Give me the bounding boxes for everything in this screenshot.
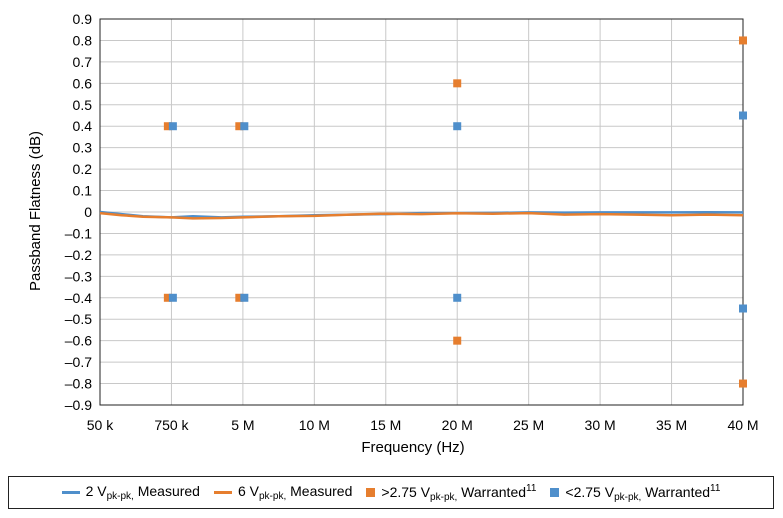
legend-subscript: pk-pk,	[430, 491, 458, 503]
data-point-marker	[739, 379, 747, 388]
y-tick-label: 0.4	[73, 118, 93, 134]
x-tick-label: 50 k	[87, 417, 114, 433]
data-point-marker	[168, 293, 177, 302]
data-point-marker	[240, 122, 249, 131]
x-tick-label: 30 M	[585, 417, 616, 433]
series-lines	[99, 210, 744, 220]
x-axis-label: Frequency (Hz)	[361, 439, 464, 456]
legend-text: 6 V	[237, 483, 259, 499]
x-tick-label: 10 M	[299, 417, 330, 433]
y-tick-label: –0.9	[65, 397, 92, 413]
legend-item-6v-measured: 6 Vpk-pk, Measured	[213, 483, 353, 502]
tick-labels: 0.9 0.8 0.7 0.6 0.5 0.4 0.3 0.2 0.1 0 –0.1 –0.2 –0.3…	[65, 11, 759, 433]
legend-subscript: pk-pk,	[614, 491, 642, 503]
data-point-marker	[739, 36, 747, 45]
data-point-marker	[739, 111, 747, 120]
legend-text-rest: Measured	[133, 483, 200, 499]
y-axis-label: Passband Flatness (dB)	[27, 131, 44, 291]
legend-text-rest: Warranted	[641, 483, 711, 500]
legend-swatch-orange-line	[213, 491, 232, 494]
y-tick-label: 0	[84, 204, 92, 220]
legend-text: 2 V	[85, 483, 107, 499]
y-tick-label: –0.7	[65, 354, 92, 370]
data-point-marker	[453, 293, 462, 302]
legend-text: >2.75 V	[381, 483, 431, 500]
y-tick-label: –0.8	[65, 376, 92, 392]
legend-footnote: 11	[710, 482, 721, 494]
x-tick-label: 15 M	[370, 417, 401, 433]
y-tick-label: 0.5	[73, 97, 93, 113]
x-tick-label: 40 M	[727, 417, 758, 433]
data-point-marker	[235, 293, 244, 302]
data-point-marker	[163, 122, 172, 131]
series-line-1	[99, 211, 744, 220]
data-point-marker	[235, 122, 244, 131]
data-point-marker	[453, 336, 462, 345]
legend-subscript: pk-pk,	[259, 491, 287, 502]
legend-text-rest: Warranted	[457, 483, 527, 500]
x-tick-label: 25 M	[513, 417, 544, 433]
y-tick-label: 0.7	[73, 54, 93, 70]
chart: 0.9 0.8 0.7 0.6 0.5 0.4 0.3 0.2 0.1 0 –0.1 –0.2 –0.3…	[27, 11, 759, 456]
y-tick-label: 0.6	[73, 75, 93, 91]
y-tick-label: –0.1	[65, 225, 92, 241]
y-tick-label: 0.3	[73, 140, 93, 156]
y-tick-label: 0.2	[73, 161, 93, 177]
y-tick-label: –0.3	[65, 268, 92, 284]
y-tick-label: –0.2	[65, 247, 92, 263]
y-tick-label: 0.1	[73, 183, 93, 199]
data-point-marker	[453, 122, 462, 131]
legend-swatch-orange-square	[366, 488, 376, 497]
x-tick-label: 20 M	[442, 417, 473, 433]
y-tick-label: –0.5	[65, 311, 92, 327]
x-tick-label: 35 M	[656, 417, 687, 433]
legend: 2 Vpk-pk, Measured 6 Vpk-pk, Measured >2…	[8, 476, 774, 509]
data-point-marker	[240, 293, 249, 302]
data-point-marker	[168, 122, 177, 131]
legend-swatch-blue-line	[61, 491, 80, 494]
legend-item-2v-measured: 2 Vpk-pk, Measured	[61, 483, 200, 502]
data-point-marker	[453, 79, 462, 88]
x-tick-label: 5 M	[231, 417, 254, 433]
y-tick-label: –0.4	[65, 290, 92, 306]
legend-item-gt275-warranted: >2.75 Vpk-pk, Warranted11	[366, 483, 536, 503]
legend-subscript: pk-pk,	[106, 491, 134, 502]
legend-text-rest: Measured	[286, 483, 353, 499]
data-point-marker	[163, 293, 172, 302]
y-tick-label: 0.9	[73, 11, 93, 27]
legend-swatch-blue-square	[550, 488, 560, 497]
legend-footnote: 11	[526, 482, 537, 494]
legend-item-lt275-warranted: <2.75 Vpk-pk, Warranted11	[550, 483, 720, 503]
data-point-marker	[739, 304, 747, 313]
series-markers	[163, 36, 747, 388]
y-tick-label: 0.8	[73, 32, 93, 48]
y-tick-label: –0.6	[65, 333, 92, 349]
x-tick-label: 750 k	[154, 417, 189, 433]
legend-text: <2.75 V	[565, 483, 615, 500]
